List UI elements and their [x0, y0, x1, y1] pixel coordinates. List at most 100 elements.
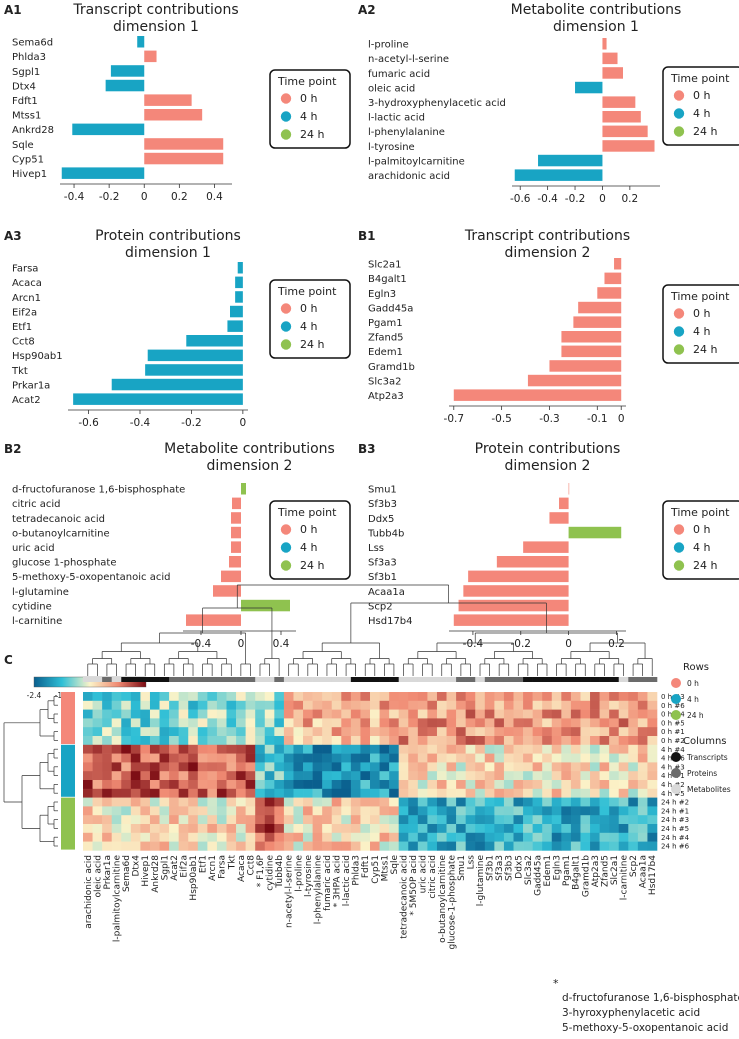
heatmap-cell [637, 771, 648, 781]
heatmap-cell [236, 806, 246, 816]
heatmap-cell [427, 753, 438, 763]
heatmap-cell [159, 692, 170, 702]
bar-label: Ddx5 [368, 514, 394, 525]
heatmap-cell [628, 771, 639, 781]
bar [111, 378, 243, 391]
heatmap-cell [609, 806, 620, 816]
row-label: 4 h #3 [661, 763, 685, 771]
bar [523, 541, 569, 553]
column-type-cell [111, 677, 122, 682]
heatmap-cell [475, 727, 486, 737]
bar-label: 3-hydroxyphenylacetic acid [368, 98, 506, 109]
bar-label: citric acid [12, 499, 61, 510]
heatmap-cell [341, 771, 352, 781]
heatmap-cell [436, 815, 447, 825]
heatmap-cell [484, 824, 495, 834]
heatmap-cell [121, 718, 132, 728]
heatmap-cell [637, 700, 648, 710]
heatmap-cell [580, 700, 591, 710]
bar [110, 65, 145, 77]
heatmap-cell [350, 797, 361, 807]
legend-dot [280, 129, 292, 140]
heatmap-cell [188, 788, 199, 798]
heatmap-cell [216, 744, 227, 754]
column-type-cell [159, 677, 170, 682]
heatmap-cell [331, 744, 342, 754]
heatmap-cell [503, 744, 514, 754]
heatmap-cell [178, 797, 189, 807]
heatmap-cell [570, 727, 581, 737]
heatmap-cell [370, 762, 380, 772]
heatmap-cell [322, 806, 333, 816]
column-type-cell [350, 677, 361, 682]
heatmap-cell [436, 736, 447, 746]
heatmap-cell [293, 744, 304, 754]
bar-label: l-carnitine [12, 616, 62, 627]
panel-title: Transcript contributions [72, 2, 238, 18]
heatmap-cell [580, 753, 591, 763]
heatmap-cell [312, 700, 323, 710]
heatmap-cell [303, 727, 313, 737]
legend-label: 24 h [300, 338, 324, 351]
row-label: 24 h #5 [661, 825, 689, 833]
heatmap-cell [149, 753, 160, 763]
heatmap-cell [274, 824, 285, 834]
heatmap-cell [590, 771, 600, 781]
heatmap-cell [609, 841, 620, 851]
heatmap-cell [494, 780, 505, 790]
heatmap-cell [542, 700, 553, 710]
heatmap-cell [570, 700, 581, 710]
heatmap-cell [293, 806, 304, 816]
row-label: 0 h #1 [661, 728, 685, 736]
column-label: uric acid [419, 855, 429, 893]
heatmap-cell [370, 824, 380, 834]
heatmap-cell [532, 815, 543, 825]
heatmap-cell [293, 815, 304, 825]
heatmap-cell [417, 709, 428, 719]
heatmap-cell [92, 709, 103, 719]
heatmap-cell [245, 762, 256, 772]
panel-label: A1 [4, 3, 22, 17]
heatmap-cell [523, 736, 533, 746]
legend-title: Time point [277, 506, 337, 519]
heatmap-cell [618, 718, 629, 728]
heatmap-cell [303, 709, 313, 719]
heatmap-cell [255, 718, 266, 728]
heatmap-cell [178, 762, 189, 772]
heatmap-cell [216, 727, 227, 737]
column-label: Sf3b3 [505, 855, 515, 881]
row-group-bar [61, 744, 75, 797]
legend-label: 0 h [300, 92, 317, 105]
heatmap-cell [446, 736, 457, 746]
legend-label: 4 h [300, 541, 317, 554]
heatmap-cell [293, 841, 304, 851]
heatmap-cell [303, 744, 313, 754]
heatmap-cell [379, 841, 390, 851]
heatmap-cell [590, 736, 600, 746]
heatmap-cell [169, 736, 179, 746]
heatmap-cell [312, 788, 323, 798]
heatmap-cell [389, 753, 399, 763]
heatmap-cell [283, 692, 294, 702]
heatmap-cell [102, 832, 112, 842]
bar-label: tetradecanoic acid [12, 514, 105, 525]
heatmap-cell [475, 780, 486, 790]
heatmap-cell [226, 753, 237, 763]
x-tick-label: -0.2 [565, 193, 586, 205]
heatmap-cell [236, 744, 246, 754]
heatmap-cell [255, 753, 266, 763]
heatmap-cell [264, 797, 275, 807]
heatmap-cell [216, 709, 227, 719]
column-type-cell [216, 677, 227, 682]
heatmap-cell [216, 841, 227, 851]
heatmap-cell [570, 797, 581, 807]
heatmap-cell [226, 806, 237, 816]
heatmap-cell [360, 806, 371, 816]
bar [602, 38, 607, 50]
heatmap-cell [312, 709, 323, 719]
heatmap-cell [513, 692, 524, 702]
heatmap-cell [427, 806, 438, 816]
heatmap-cell [169, 727, 179, 737]
heatmap-cell [236, 718, 246, 728]
heatmap-cell [245, 771, 256, 781]
